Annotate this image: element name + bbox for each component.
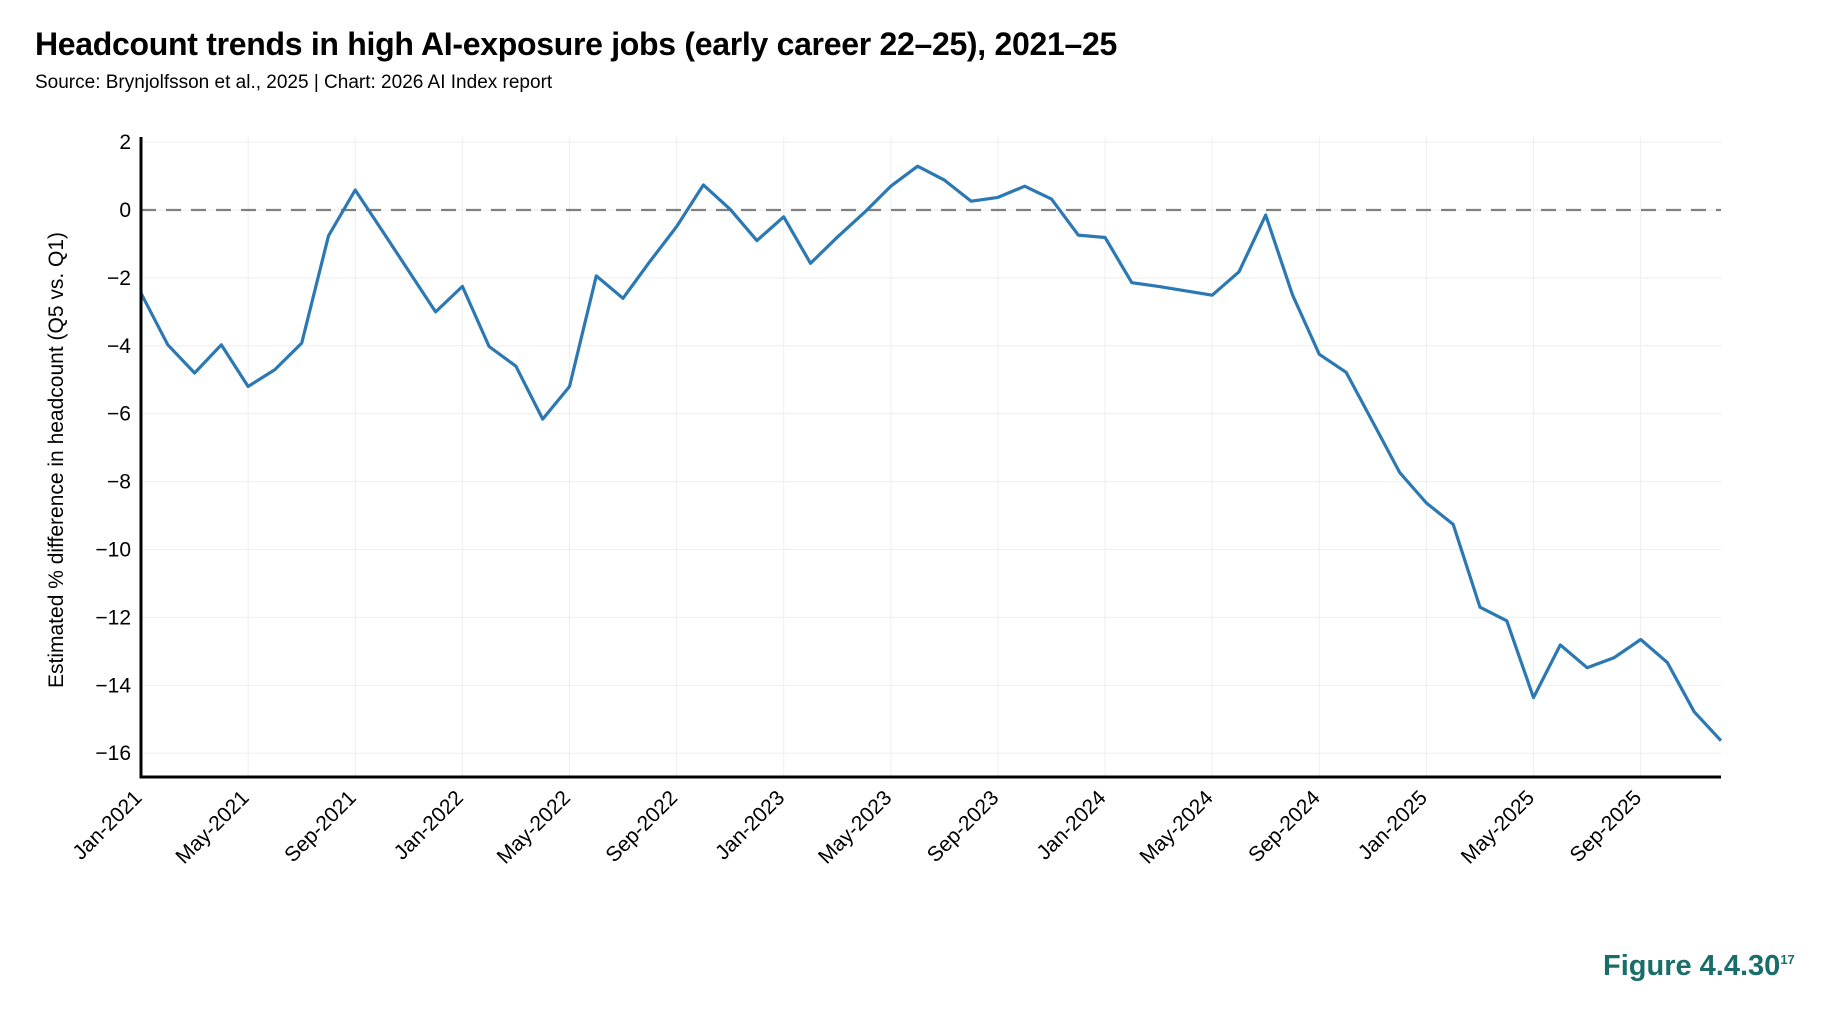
x-tick-label: Jan-2022	[390, 786, 468, 864]
x-tick-label: Sep-2024	[1244, 786, 1325, 867]
y-tick-label: −2	[107, 267, 131, 290]
y-axis-label: Estimated % difference in headcount (Q5 …	[45, 232, 68, 688]
footnote-reference[interactable]: 17	[1780, 952, 1795, 967]
x-tick-label: Sep-2023	[923, 786, 1004, 867]
x-tick-label: May-2021	[171, 786, 253, 868]
y-tick-label: 0	[119, 199, 131, 222]
y-tick-label: −4	[107, 335, 131, 358]
x-tick-label: May-2023	[814, 786, 896, 868]
x-tick-label: May-2025	[1457, 786, 1539, 868]
x-tick-label: Jan-2025	[1354, 786, 1432, 864]
y-tick-label: −8	[107, 471, 131, 494]
figure-label: Figure 4.4.3017	[1603, 950, 1795, 983]
x-tick-label: May-2022	[493, 786, 575, 868]
y-tick-label: 2	[119, 131, 131, 154]
headcount-series-line	[139, 164, 1723, 742]
chart-title: Headcount trends in high AI-exposure job…	[35, 26, 1117, 62]
chart-subtitle: Source: Brynjolfsson et al., 2025 | Char…	[35, 72, 553, 93]
x-tick-label: Sep-2025	[1566, 786, 1647, 867]
x-tick-label: Jan-2024	[1032, 786, 1110, 864]
grid-lines	[140, 137, 1721, 777]
y-tick-label: −14	[95, 674, 131, 697]
x-axis-ticks: Jan-2021 May-2021 Sep-2021 Jan-2022 May-2022…	[68, 786, 1646, 869]
y-axis-ticks: 2 0 −2 −4 −6 −8 −10 −12 −14 −16	[95, 131, 131, 765]
y-tick-label: −10	[95, 539, 131, 562]
y-tick-label: −12	[95, 606, 131, 629]
x-tick-label: Sep-2021	[280, 786, 361, 867]
x-tick-label: Jan-2021	[68, 786, 146, 864]
y-tick-label: −6	[107, 403, 131, 426]
y-tick-label: −16	[95, 742, 131, 765]
x-tick-label: May-2024	[1135, 786, 1218, 869]
x-tick-label: Jan-2023	[711, 786, 789, 864]
axes	[139, 137, 1721, 779]
x-tick-label: Sep-2022	[601, 786, 682, 867]
figure-number: Figure 4.4.30	[1603, 950, 1781, 982]
